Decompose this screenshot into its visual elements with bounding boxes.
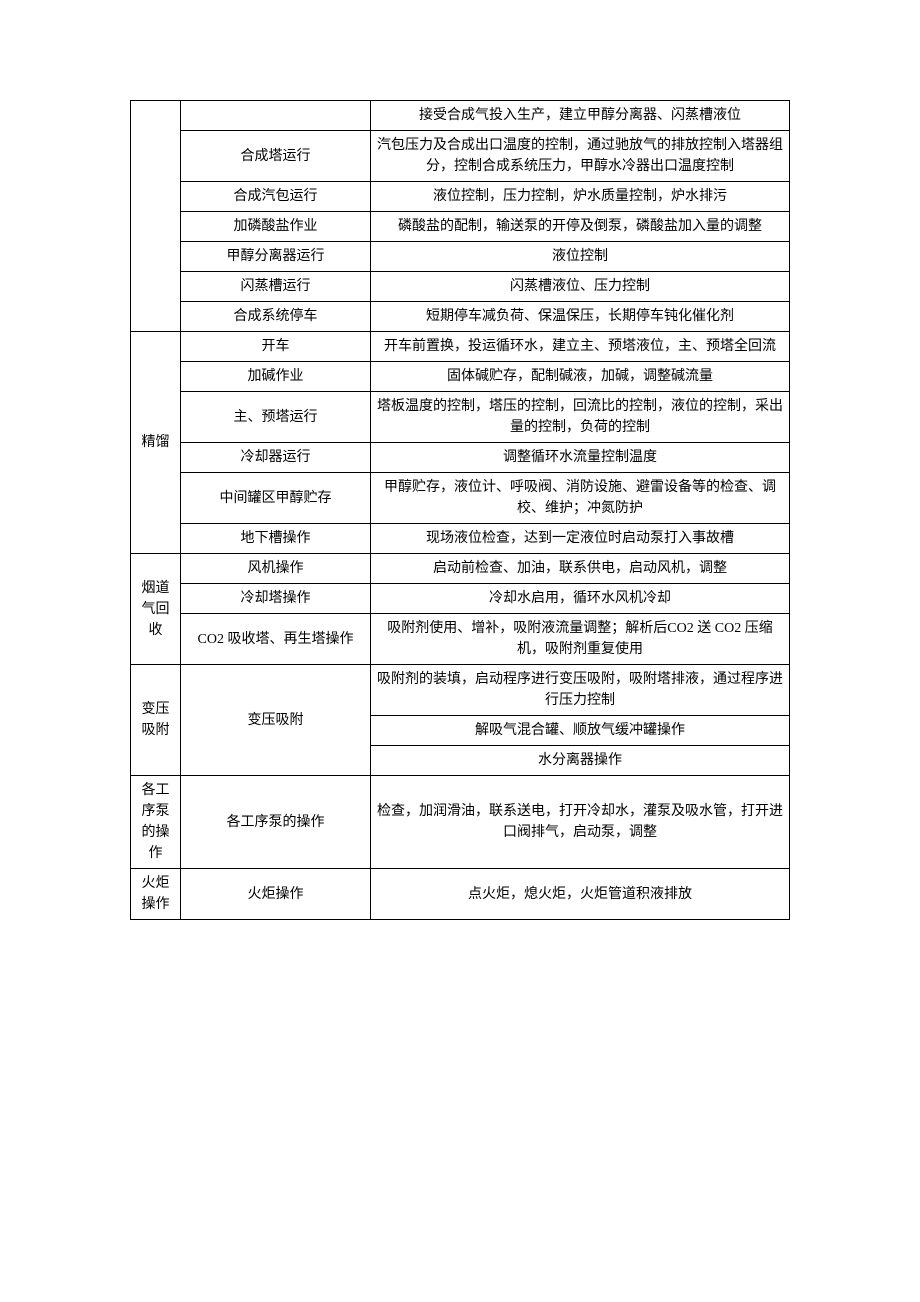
cell-category — [131, 101, 181, 332]
cell-operation: 变压吸附 — [181, 665, 371, 776]
cell-detail: 冷却水启用，循环水风机冷却 — [371, 584, 790, 614]
cell-detail: 短期停车减负荷、保温保压，长期停车钝化催化剂 — [371, 302, 790, 332]
cell-operation: 中间罐区甲醇贮存 — [181, 473, 371, 524]
table-row: 冷却塔操作 冷却水启用，循环水风机冷却 — [131, 584, 790, 614]
cell-detail: 现场液位检查，达到一定液位时启动泵打入事故槽 — [371, 524, 790, 554]
cell-operation: 主、预塔运行 — [181, 392, 371, 443]
cell-detail: 点火炬，熄火炬，火炬管道积液排放 — [371, 869, 790, 920]
cell-operation: 开车 — [181, 332, 371, 362]
cell-detail: 甲醇贮存，液位计、呼吸阀、消防设施、避雷设备等的检查、调校、维护；冲氮防护 — [371, 473, 790, 524]
table-row: 中间罐区甲醇贮存 甲醇贮存，液位计、呼吸阀、消防设施、避雷设备等的检查、调校、维… — [131, 473, 790, 524]
table-row: 精馏 开车 开车前置换，投运循环水，建立主、预塔液位，主、预塔全回流 — [131, 332, 790, 362]
cell-detail: 水分离器操作 — [371, 746, 790, 776]
operations-table: 接受合成气投入生产，建立甲醇分离器、闪蒸槽液位 合成塔运行 汽包压力及合成出口温… — [130, 100, 790, 920]
cell-operation: 冷却塔操作 — [181, 584, 371, 614]
cell-operation — [181, 101, 371, 131]
cell-operation: 甲醇分离器运行 — [181, 242, 371, 272]
table-row: 变压吸附 变压吸附 吸附剂的装填，启动程序进行变压吸附，吸附塔排液，通过程序进行… — [131, 665, 790, 716]
cell-detail: 汽包压力及合成出口温度的控制，通过驰放气的排放控制入塔器组分，控制合成系统压力，… — [371, 131, 790, 182]
table-row: 烟道气回收 风机操作 启动前检查、加油，联系供电，启动风机，调整 — [131, 554, 790, 584]
cell-detail: 解吸气混合罐、顺放气缓冲罐操作 — [371, 716, 790, 746]
table-row: CO2 吸收塔、再生塔操作 吸附剂使用、增补，吸附液流量调整；解析后CO2 送 … — [131, 614, 790, 665]
cell-detail: 启动前检查、加油，联系供电，启动风机，调整 — [371, 554, 790, 584]
table-row: 闪蒸槽运行 闪蒸槽液位、压力控制 — [131, 272, 790, 302]
cell-detail: 开车前置换，投运循环水，建立主、预塔液位，主、预塔全回流 — [371, 332, 790, 362]
cell-operation: 冷却器运行 — [181, 443, 371, 473]
cell-operation: CO2 吸收塔、再生塔操作 — [181, 614, 371, 665]
cell-operation: 闪蒸槽运行 — [181, 272, 371, 302]
cell-category: 火炬操作 — [131, 869, 181, 920]
table-row: 接受合成气投入生产，建立甲醇分离器、闪蒸槽液位 — [131, 101, 790, 131]
cell-detail: 液位控制 — [371, 242, 790, 272]
table-row: 合成塔运行 汽包压力及合成出口温度的控制，通过驰放气的排放控制入塔器组分，控制合… — [131, 131, 790, 182]
table-row: 合成系统停车 短期停车减负荷、保温保压，长期停车钝化催化剂 — [131, 302, 790, 332]
cell-operation: 合成汽包运行 — [181, 182, 371, 212]
cell-detail: 固体碱贮存，配制碱液，加碱，调整碱流量 — [371, 362, 790, 392]
cell-detail: 接受合成气投入生产，建立甲醇分离器、闪蒸槽液位 — [371, 101, 790, 131]
table-row: 火炬操作 火炬操作 点火炬，熄火炬，火炬管道积液排放 — [131, 869, 790, 920]
table-row: 地下槽操作 现场液位检查，达到一定液位时启动泵打入事故槽 — [131, 524, 790, 554]
cell-operation: 风机操作 — [181, 554, 371, 584]
cell-detail: 液位控制，压力控制，炉水质量控制，炉水排污 — [371, 182, 790, 212]
cell-operation: 各工序泵的操作 — [181, 776, 371, 869]
table-row: 主、预塔运行 塔板温度的控制，塔压的控制，回流比的控制，液位的控制，采出量的控制… — [131, 392, 790, 443]
cell-detail: 调整循环水流量控制温度 — [371, 443, 790, 473]
cell-detail: 吸附剂使用、增补，吸附液流量调整；解析后CO2 送 CO2 压缩机，吸附剂重复使… — [371, 614, 790, 665]
cell-operation: 合成系统停车 — [181, 302, 371, 332]
table-row: 加碱作业 固体碱贮存，配制碱液，加碱，调整碱流量 — [131, 362, 790, 392]
cell-detail: 闪蒸槽液位、压力控制 — [371, 272, 790, 302]
cell-category: 烟道气回收 — [131, 554, 181, 665]
table-row: 各工序泵的操作 各工序泵的操作 检查，加润滑油，联系送电，打开冷却水，灌泵及吸水… — [131, 776, 790, 869]
cell-detail: 磷酸盐的配制，输送泵的开停及倒泵，磷酸盐加入量的调整 — [371, 212, 790, 242]
table-row: 冷却器运行 调整循环水流量控制温度 — [131, 443, 790, 473]
table-row: 甲醇分离器运行 液位控制 — [131, 242, 790, 272]
cell-category: 各工序泵的操作 — [131, 776, 181, 869]
cell-operation: 地下槽操作 — [181, 524, 371, 554]
cell-category: 变压吸附 — [131, 665, 181, 776]
cell-detail: 检查，加润滑油，联系送电，打开冷却水，灌泵及吸水管，打开进口阀排气，启动泵，调整 — [371, 776, 790, 869]
table-row: 加磷酸盐作业 磷酸盐的配制，输送泵的开停及倒泵，磷酸盐加入量的调整 — [131, 212, 790, 242]
cell-operation: 合成塔运行 — [181, 131, 371, 182]
cell-operation: 加磷酸盐作业 — [181, 212, 371, 242]
table-row: 合成汽包运行 液位控制，压力控制，炉水质量控制，炉水排污 — [131, 182, 790, 212]
cell-category: 精馏 — [131, 332, 181, 554]
cell-operation: 火炬操作 — [181, 869, 371, 920]
cell-detail: 吸附剂的装填，启动程序进行变压吸附，吸附塔排液，通过程序进行压力控制 — [371, 665, 790, 716]
cell-detail: 塔板温度的控制，塔压的控制，回流比的控制，液位的控制，采出量的控制，负荷的控制 — [371, 392, 790, 443]
cell-operation: 加碱作业 — [181, 362, 371, 392]
